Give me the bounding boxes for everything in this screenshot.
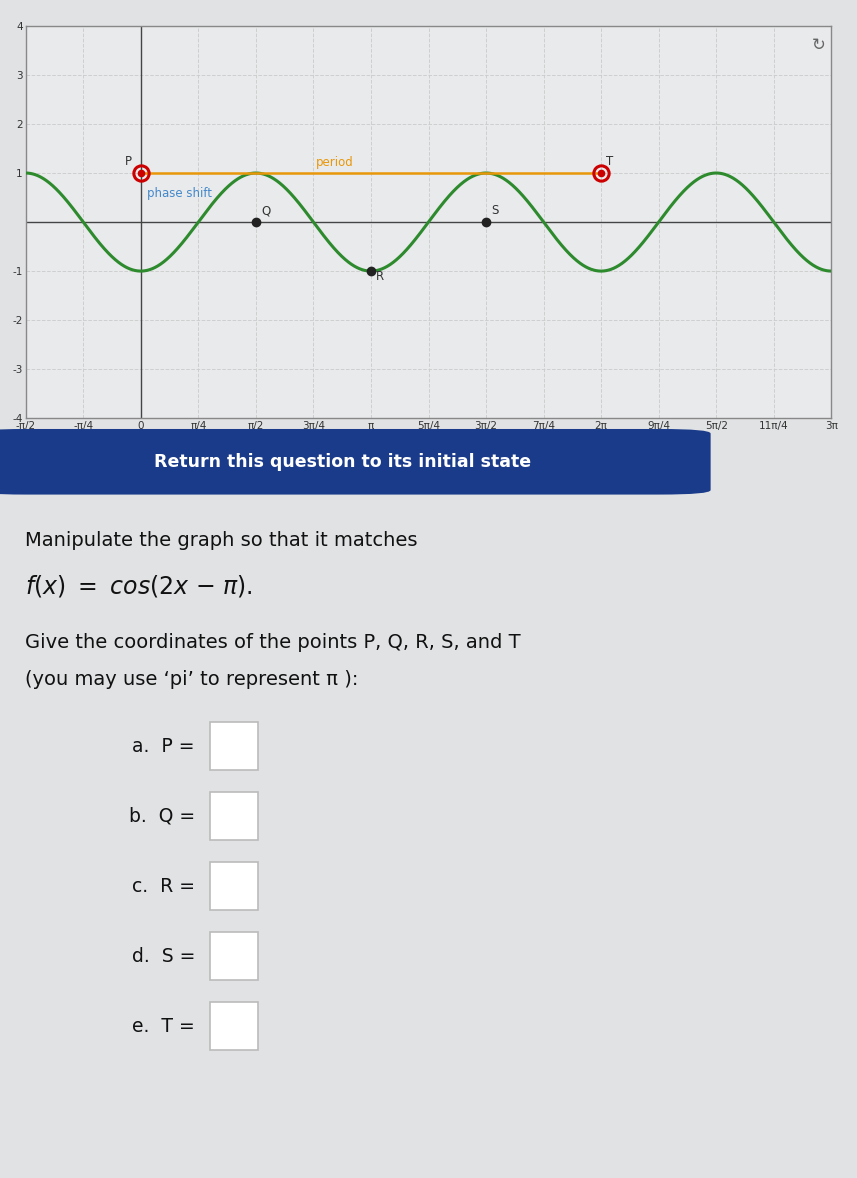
Text: (you may use ‘pi’ to represent π ):: (you may use ‘pi’ to represent π ): — [25, 670, 358, 689]
Bar — [210, 1002, 258, 1050]
Text: ↻: ↻ — [812, 35, 825, 54]
Text: Return this question to its initial state: Return this question to its initial stat… — [154, 452, 531, 471]
Bar — [210, 722, 258, 770]
Text: phase shift: phase shift — [147, 187, 212, 200]
Text: S: S — [491, 204, 499, 217]
Bar — [210, 862, 258, 911]
Text: e.  T =: e. T = — [132, 1017, 195, 1035]
Bar — [210, 793, 258, 840]
Text: c.  R =: c. R = — [132, 876, 195, 895]
Text: b.  Q =: b. Q = — [129, 807, 195, 826]
Text: Manipulate the graph so that it matches: Manipulate the graph so that it matches — [25, 530, 417, 550]
FancyBboxPatch shape — [0, 429, 710, 495]
Text: R: R — [376, 270, 384, 284]
Text: period: period — [315, 157, 353, 170]
Text: T: T — [606, 155, 614, 168]
Text: a.  P =: a. P = — [133, 737, 195, 756]
Text: Give the coordinates of the points P, Q, R, S, and T: Give the coordinates of the points P, Q,… — [25, 633, 520, 651]
Text: $\it{f}$$\it{(x)}$ $=$ $\it{cos}$$\it{(2x}$ $-$ $\it{\pi}$$\it{).}$: $\it{f}$$\it{(x)}$ $=$ $\it{cos}$$\it{(2… — [25, 573, 253, 598]
Bar — [210, 932, 258, 980]
Text: P: P — [124, 155, 132, 168]
Text: d.  S =: d. S = — [132, 947, 195, 966]
Text: Q: Q — [261, 204, 270, 217]
